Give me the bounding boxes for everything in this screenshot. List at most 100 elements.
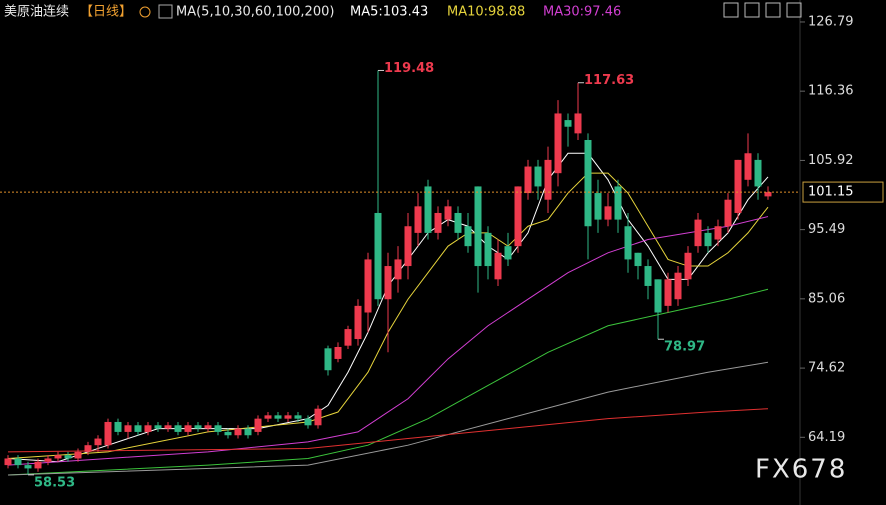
candle-body (164, 425, 172, 429)
candle-body (244, 428, 252, 436)
candle-body (554, 113, 562, 174)
candle-body (74, 451, 82, 459)
candle-body (694, 219, 702, 247)
candle-body (4, 458, 12, 466)
watermark: FX678 (755, 455, 847, 485)
y-tick-label: 85.06 (808, 291, 845, 306)
candle-body (114, 421, 122, 432)
candle-body (324, 348, 332, 371)
candle-body (624, 226, 632, 260)
annotation: 119.48 (384, 61, 434, 76)
candle-body (684, 252, 692, 280)
y-tick-label: 74.62 (808, 361, 845, 376)
candle-body (504, 246, 512, 260)
candle-body (254, 418, 262, 432)
candle-body (534, 166, 542, 187)
icon[interactable] (723, 2, 739, 18)
candle-body (64, 455, 72, 459)
candle-body (264, 415, 272, 419)
candle-body (604, 206, 612, 220)
y-tick-label: 116.36 (808, 84, 854, 99)
candle-body (234, 428, 242, 436)
candle-body (104, 421, 112, 446)
candle-body (614, 186, 622, 220)
icon[interactable] (158, 4, 173, 19)
candle-body (364, 259, 372, 313)
icon[interactable] (139, 6, 151, 18)
candle-body (644, 266, 652, 286)
candle-body (434, 212, 442, 233)
indicator: MA(5,10,30,60,100,200) (176, 5, 334, 20)
candle-body (14, 458, 22, 466)
candle-body (654, 279, 662, 313)
candle-body (714, 226, 722, 240)
candle-body (764, 192, 772, 197)
candle-body (484, 232, 492, 267)
candle-body (754, 159, 762, 187)
candle-body (184, 425, 192, 432)
icon[interactable] (786, 2, 802, 18)
candle-body (204, 425, 212, 429)
candle-body (414, 206, 422, 233)
candle-body (274, 415, 282, 419)
candle-body (634, 252, 642, 267)
candle-body (374, 212, 382, 300)
candle-body (514, 186, 522, 247)
candle-body (454, 212, 462, 233)
candle-body (84, 445, 92, 452)
toolbar (723, 2, 802, 18)
y-tick-label: 95.49 (808, 222, 845, 237)
ma-line (7, 216, 769, 466)
candle-body (494, 252, 502, 280)
ma-line (7, 408, 769, 453)
candle-body (424, 186, 432, 233)
candle-body (464, 226, 472, 247)
icon[interactable] (765, 2, 781, 18)
candle-body (724, 199, 732, 227)
candle-body (354, 305, 362, 340)
candle-body (664, 279, 672, 306)
candle-body (384, 266, 392, 300)
legend-entry: MA10:98.88 (447, 5, 525, 20)
y-tick-label: 126.79 (808, 14, 854, 29)
candle-body (24, 465, 32, 469)
chart-title: 美原油连续 (4, 4, 69, 20)
candle-body (94, 438, 102, 446)
candle-body (394, 259, 402, 280)
period: 【日线】 (80, 5, 132, 20)
last-price-box (802, 181, 884, 203)
annotation: 117.63 (584, 73, 634, 88)
icon[interactable] (744, 2, 760, 18)
candle-body (404, 226, 412, 267)
last-price-label: 101.15 (808, 185, 854, 200)
candle-body (214, 425, 222, 432)
candle-body (334, 346, 342, 359)
candle-body (144, 425, 152, 432)
candle-body (574, 113, 582, 134)
y-tick-label: 64.19 (808, 430, 845, 445)
candle-body (294, 415, 302, 419)
legend-entry: MA5:103.43 (350, 5, 428, 20)
candle-body (584, 139, 592, 227)
candle-body (734, 159, 742, 213)
candle-body (124, 425, 132, 432)
candle-body (194, 425, 202, 429)
y-tick-label: 105.92 (808, 153, 854, 168)
candle-body (304, 418, 312, 426)
legend-entry: MA30:97.46 (543, 5, 621, 20)
candle-body (444, 206, 452, 220)
candle-body (154, 425, 162, 429)
ma-line (7, 288, 769, 476)
annotation: 78.97 (664, 340, 705, 355)
ma-line (7, 361, 769, 476)
candle-body (284, 415, 292, 419)
candle-body (564, 120, 572, 127)
candle-body (224, 431, 232, 436)
candle-body (314, 408, 322, 426)
candle-body (134, 425, 142, 432)
candle-body (544, 159, 552, 200)
candle-body (524, 166, 532, 194)
candle-body (594, 193, 602, 220)
candle-body (44, 458, 52, 462)
